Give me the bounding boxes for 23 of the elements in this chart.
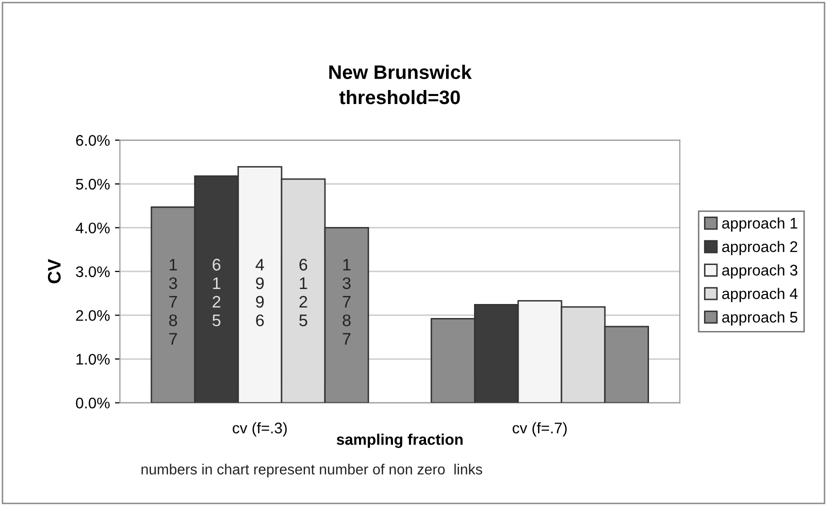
y-tick-label: 6.0% <box>76 135 110 146</box>
legend-label: approach 1 <box>722 217 798 232</box>
x-tick-label: cv (f=.7) <box>512 422 567 436</box>
annotation: 6125 <box>212 258 220 326</box>
y-axis-title: CV <box>48 259 61 284</box>
y-tick-label: 4.0% <box>76 222 110 234</box>
legend-label: approach 2 <box>722 240 798 256</box>
annotation: 13787 <box>169 258 178 345</box>
legend-label: approach 3 <box>722 264 798 279</box>
y-tick-label: 3.0% <box>76 266 110 278</box>
x-axis-title: sampling fraction <box>336 434 463 448</box>
legend-label: approach 5 <box>722 311 798 326</box>
annotation: 6125 <box>299 258 308 326</box>
chart-title: New Brunswick threshold=30 <box>329 64 472 104</box>
y-tick-label: 1.0% <box>76 354 110 365</box>
legend-label: approach 4 <box>722 288 798 302</box>
annotation: 13787 <box>342 258 351 345</box>
y-tick-label: 0.0% <box>76 398 110 408</box>
text: numbers in chart represent number of non zero links <box>142 464 482 478</box>
x-tick-label: cv (f=.3) <box>232 422 287 436</box>
y-tick-label: 2.0% <box>76 310 110 321</box>
y-tick-label: 5.0% <box>76 178 110 190</box>
annotation: 4996 <box>256 258 264 326</box>
